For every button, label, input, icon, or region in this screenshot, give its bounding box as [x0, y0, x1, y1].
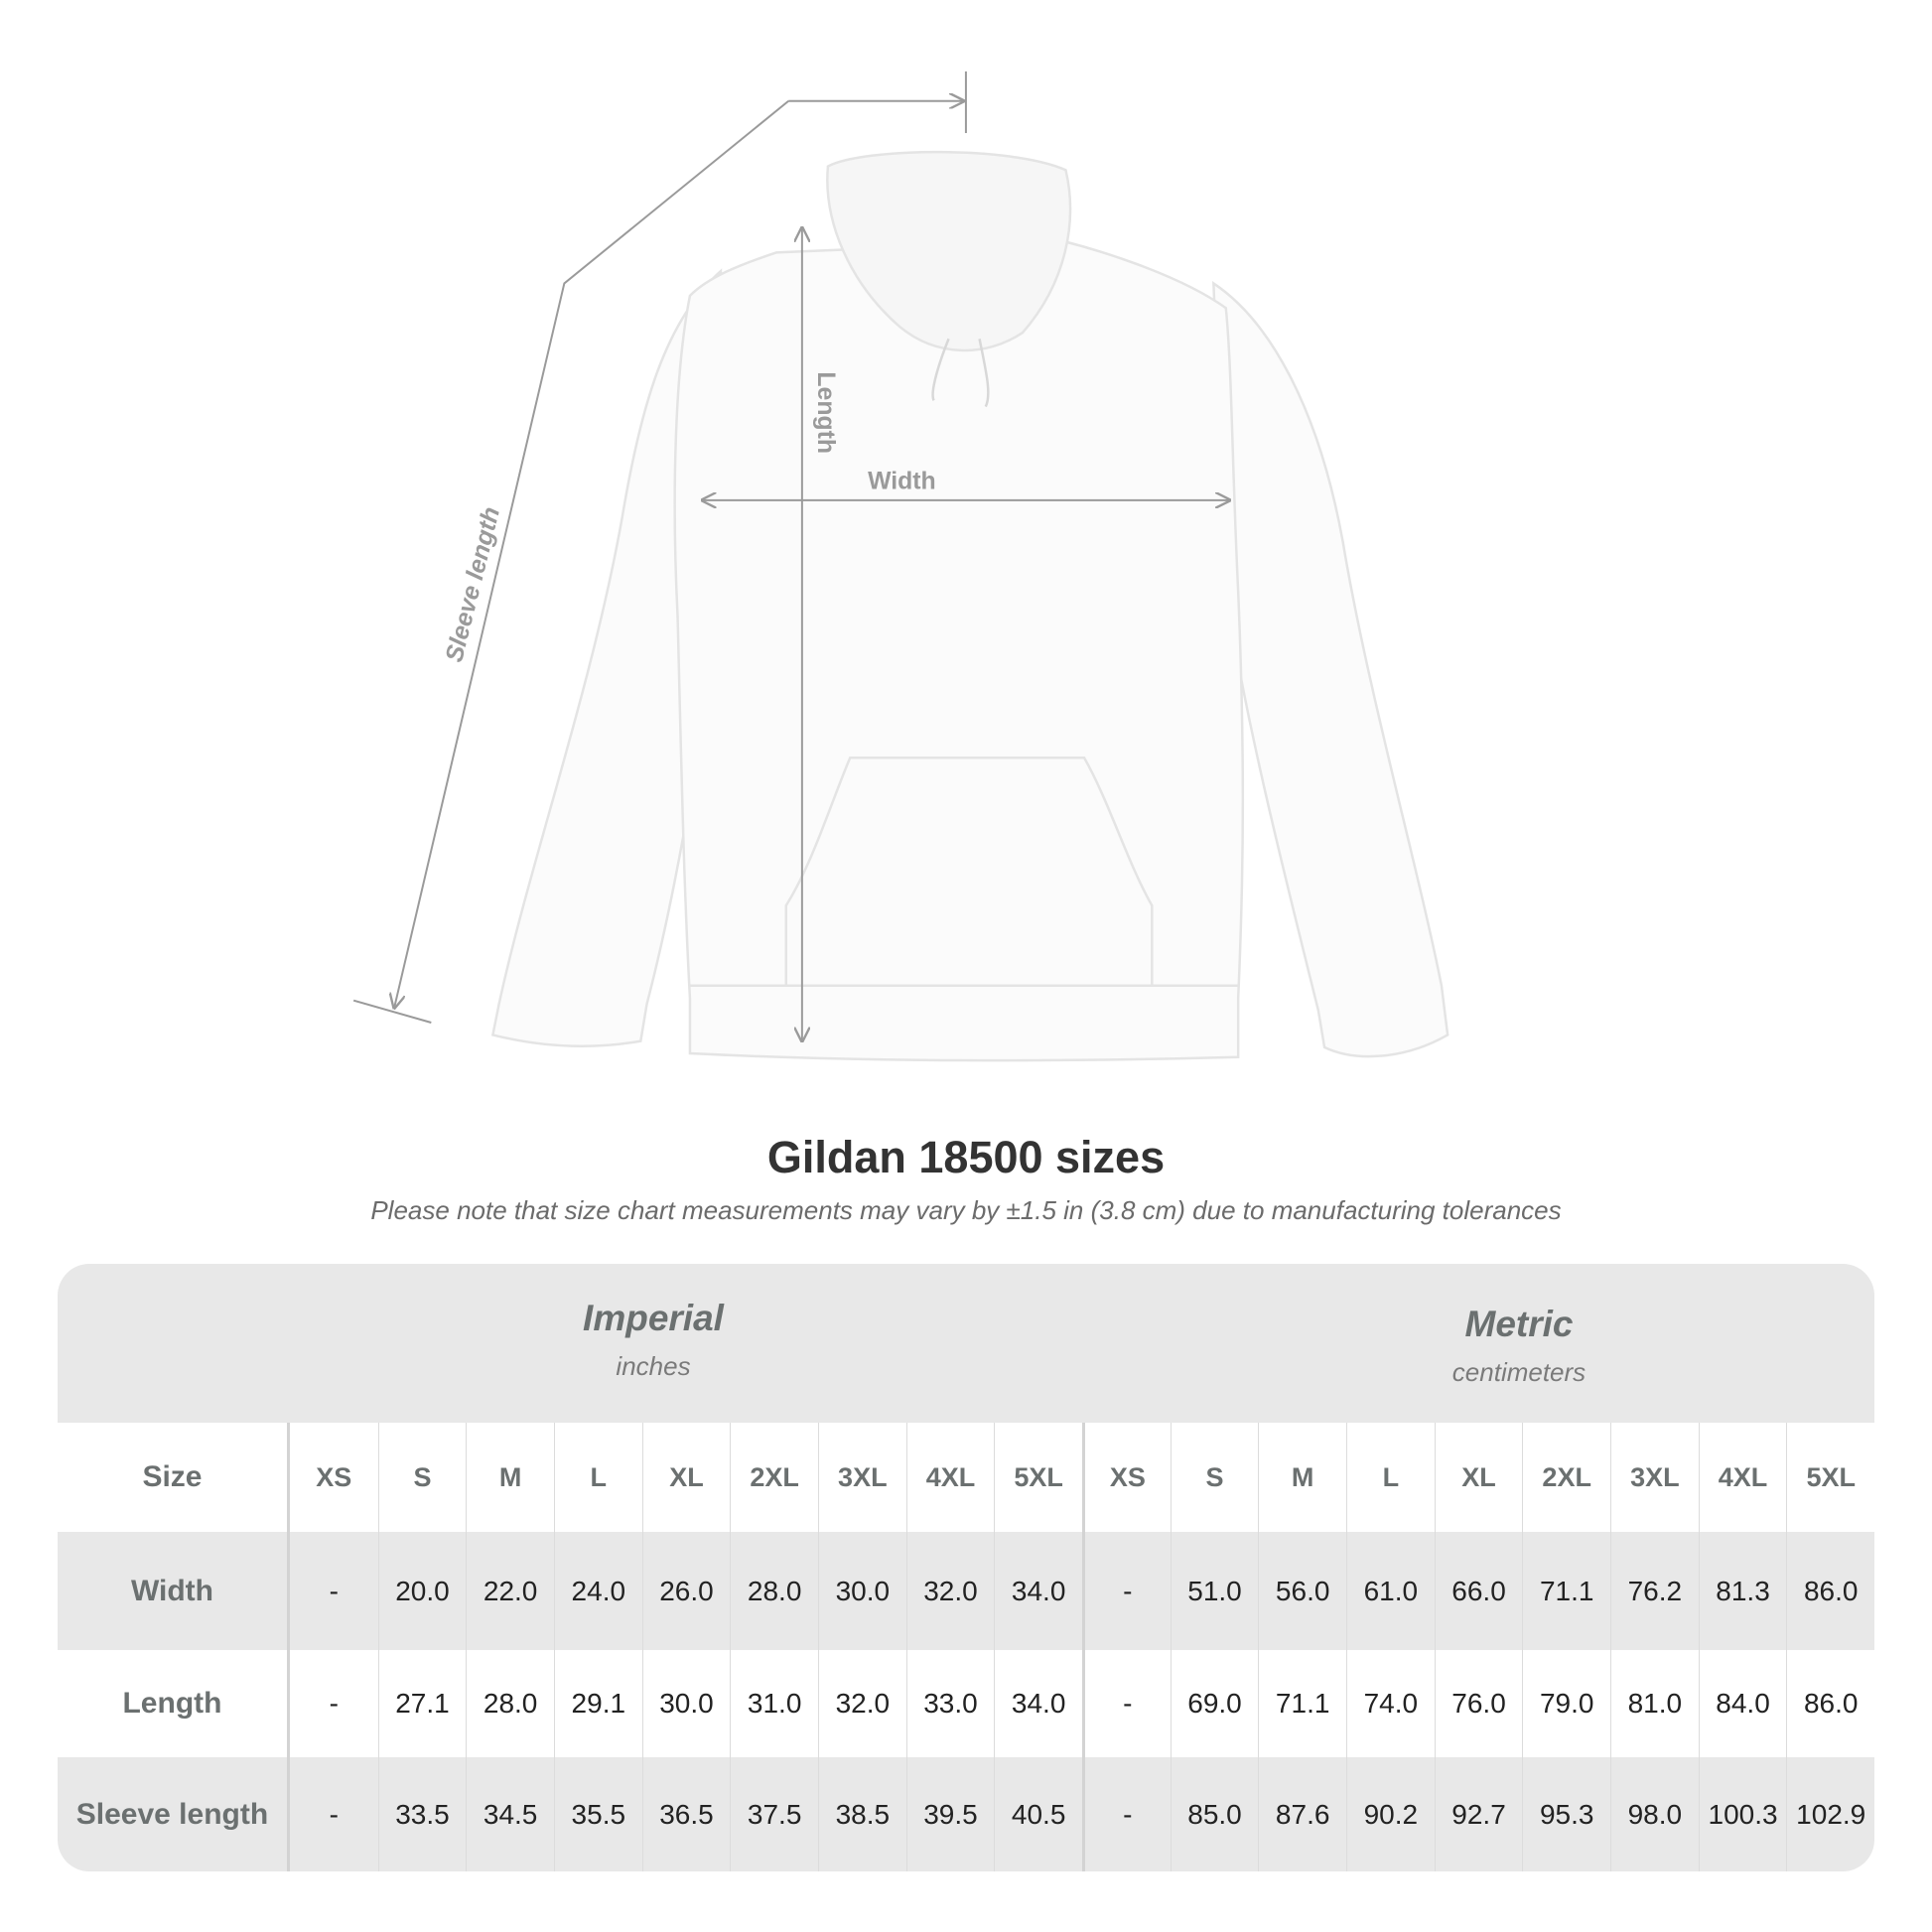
size-header-cell: 3XL: [817, 1423, 906, 1532]
value-cell: 32.0: [817, 1650, 906, 1757]
row-label: Size: [58, 1423, 290, 1532]
size-header-cell: 2XL: [730, 1423, 818, 1532]
value-cell: -: [1082, 1532, 1171, 1650]
value-cell: 71.1: [1522, 1532, 1610, 1650]
value-cell: 33.0: [905, 1650, 995, 1757]
row-label: Length: [58, 1650, 290, 1757]
value-cell: 56.0: [1258, 1532, 1346, 1650]
size-header-cell: 3XL: [1610, 1423, 1699, 1532]
size-header-cell: S: [377, 1423, 467, 1532]
hoodie-measurement-diagram: Width Length Sleeve length: [352, 70, 1449, 1062]
value-cell: 86.0: [1786, 1532, 1874, 1650]
value-cell: 92.7: [1434, 1757, 1523, 1871]
value-cell: -: [329, 1688, 339, 1719]
value-cell: 34.0: [994, 1650, 1082, 1757]
metric-header: Metric centimeters: [1122, 1304, 1874, 1388]
value-cell: 27.1: [377, 1650, 467, 1757]
value-cell: 76.2: [1610, 1532, 1699, 1650]
sleeve-length-label: Sleeve length: [441, 504, 505, 665]
row-label: Sleeve length: [58, 1757, 290, 1871]
value-cell: 37.5: [730, 1757, 818, 1871]
size-header-cell: XS: [1082, 1423, 1171, 1532]
value-cell: 28.0: [466, 1650, 554, 1757]
value-cell: 34.0: [994, 1532, 1082, 1650]
imperial-title: Imperial: [583, 1298, 724, 1338]
size-table: Imperial inches Metric centimeters Size X…: [58, 1264, 1874, 1871]
measurement-lines: [352, 70, 1229, 1041]
value-cell: 40.5: [994, 1757, 1082, 1871]
value-cell: 81.3: [1698, 1532, 1787, 1650]
size-header-cell: L: [553, 1423, 642, 1532]
value-cell: 36.5: [641, 1757, 731, 1871]
size-header-cell: XL: [641, 1423, 731, 1532]
value-cell: 61.0: [1346, 1532, 1435, 1650]
page-title: Gildan 18500 sizes: [766, 1132, 1166, 1182]
size-header-cell: S: [1170, 1423, 1259, 1532]
row-label: Width: [58, 1532, 290, 1650]
imperial-unit: inches: [616, 1351, 691, 1381]
value-cell: 35.5: [553, 1757, 642, 1871]
value-cell: 30.0: [817, 1532, 906, 1650]
value-cell: 29.1: [553, 1650, 642, 1757]
unit-header-band: Imperial inches Metric centimeters: [58, 1264, 1874, 1423]
value-cell: 51.0: [1170, 1532, 1259, 1650]
imperial-header: Imperial inches: [256, 1298, 1050, 1382]
value-cell: 33.5: [377, 1757, 467, 1871]
value-cell: 34.5: [466, 1757, 554, 1871]
tolerance-note: Please note that size chart measurements…: [370, 1195, 1562, 1225]
value-cell: 24.0: [553, 1532, 642, 1650]
value-cell: -: [1082, 1650, 1171, 1757]
value-cell: 26.0: [641, 1532, 731, 1650]
size-header-cell: 4XL: [1698, 1423, 1787, 1532]
value-cell: 30.0: [641, 1650, 731, 1757]
table-row: Width -20.0 22.0 24.0 26.0 28.0 30.0 32.0 34.0-5…: [58, 1532, 1874, 1650]
value-cell: 31.0: [730, 1650, 818, 1757]
width-label: Width: [868, 469, 936, 495]
hoodie-image: [490, 150, 1449, 1062]
value-cell: 84.0: [1698, 1650, 1787, 1757]
table-row: Length -27.1 28.0 29.1 30.0 31.0 32.0 33.0 34.0-…: [58, 1650, 1874, 1757]
value-cell: 22.0: [466, 1532, 554, 1650]
value-cell: 20.0: [377, 1532, 467, 1650]
value-cell: 74.0: [1346, 1650, 1435, 1757]
value-cell: -: [1082, 1757, 1171, 1871]
size-header-cell: XS: [316, 1461, 352, 1492]
value-cell: 100.3: [1698, 1757, 1787, 1871]
value-cell: -: [329, 1798, 339, 1830]
value-cell: 28.0: [730, 1532, 818, 1650]
value-cell: 86.0: [1786, 1650, 1874, 1757]
value-cell: 79.0: [1522, 1650, 1610, 1757]
metric-unit: centimeters: [1451, 1357, 1587, 1387]
size-header-cell: 2XL: [1522, 1423, 1610, 1532]
value-cell: 90.2: [1346, 1757, 1435, 1871]
value-cell: 39.5: [905, 1757, 995, 1871]
size-header-cell: 5XL: [994, 1423, 1082, 1532]
value-cell: 69.0: [1170, 1650, 1259, 1757]
size-header-cell: XL: [1434, 1423, 1523, 1532]
value-cell: 66.0: [1434, 1532, 1523, 1650]
length-label: Length: [812, 371, 839, 454]
value-cell: -: [329, 1575, 339, 1606]
size-header-cell: M: [466, 1423, 554, 1532]
value-cell: 32.0: [905, 1532, 995, 1650]
size-header-cell: 4XL: [905, 1423, 995, 1532]
value-cell: 98.0: [1610, 1757, 1699, 1871]
value-cell: 38.5: [817, 1757, 906, 1871]
table-row: Sleeve length - 33.5 34.5 35.5 36.5 37.5 38.5 39…: [58, 1757, 1874, 1871]
size-header-cell: M: [1258, 1423, 1346, 1532]
size-header-cell: 5XL: [1786, 1423, 1874, 1532]
metric-title: Metric: [1464, 1304, 1574, 1344]
value-cell: 76.0: [1434, 1650, 1523, 1757]
value-cell: 71.1: [1258, 1650, 1346, 1757]
value-cell: 85.0: [1170, 1757, 1259, 1871]
value-cell: 102.9: [1786, 1757, 1874, 1871]
size-header-row: Size XS S M L XL 2XL 3XL 4XL 5XL XS S M L XL 2XL 3XL 4XL 5…: [58, 1423, 1874, 1532]
size-header-cell: L: [1346, 1423, 1435, 1532]
value-cell: 81.0: [1610, 1650, 1699, 1757]
value-cell: 95.3: [1522, 1757, 1610, 1871]
value-cell: 87.6: [1258, 1757, 1346, 1871]
